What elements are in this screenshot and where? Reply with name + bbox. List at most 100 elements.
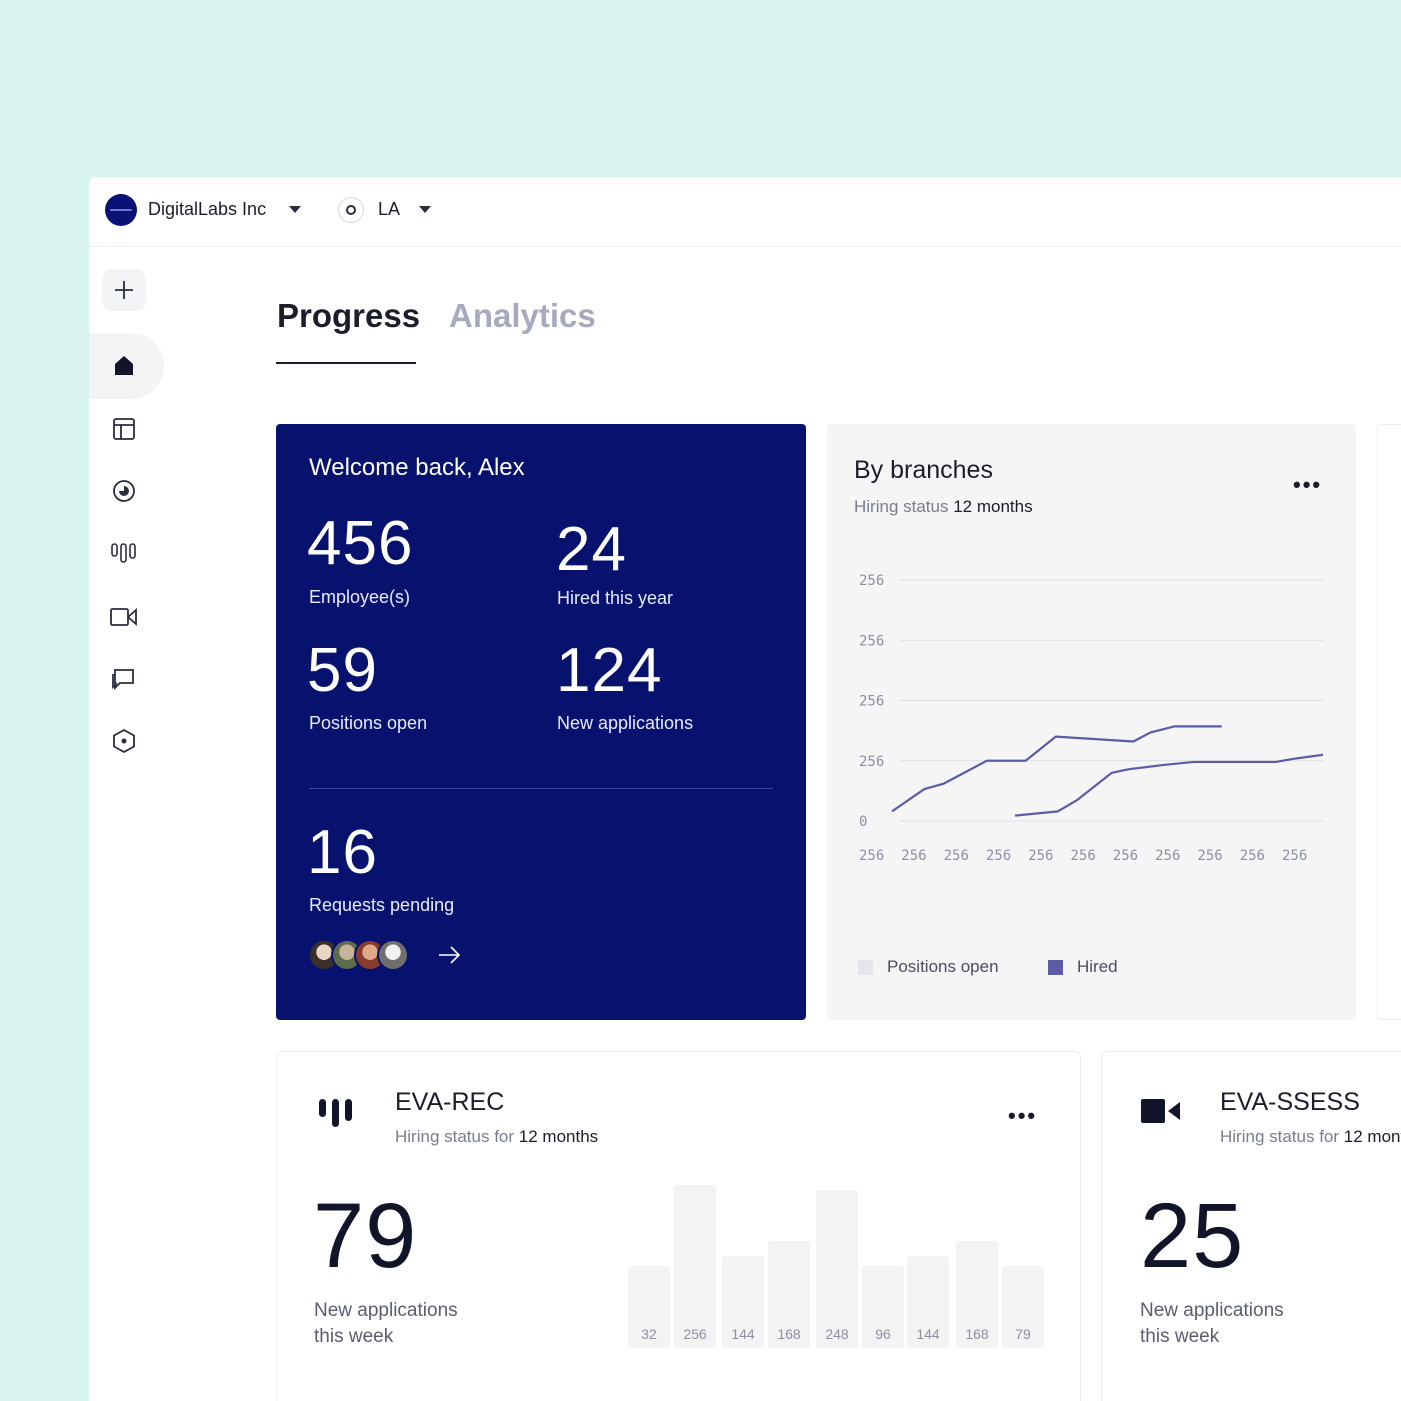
branches-subtitle: Hiring status 12 months [854,497,1033,517]
org-logo[interactable] [105,194,137,226]
active-tab-indicator [276,362,416,364]
bar [628,1266,670,1348]
hired-label: Hired this year [557,588,674,608]
legend-swatch [1048,959,1063,975]
bars-icon[interactable] [109,538,139,568]
eva-sess-value: 25 [1140,1185,1245,1287]
x-tick-label: 256 [1155,848,1180,864]
label-line: New applications [314,1300,458,1321]
bar [674,1185,716,1348]
bar-label: 96 [875,1326,891,1342]
label-line: this week [314,1326,394,1347]
eva-rec-title: EVA-REC [395,1088,505,1116]
bar [768,1241,810,1348]
bar [956,1241,998,1348]
welcome-title: Welcome back, Alex [309,454,525,481]
x-tick-label: 256 [859,848,884,864]
x-tick-label: 256 [1197,848,1222,864]
layout-icon[interactable] [109,414,139,444]
applications-value: 124 [556,636,663,705]
next-card-edge [1377,424,1401,1020]
x-tick-label: 256 [1113,848,1138,864]
eva-sess-title: EVA-SSESS [1220,1088,1360,1116]
bars-icon [319,1099,352,1127]
settings-hex-icon[interactable] [109,726,139,756]
eva-sess-subtitle: Hiring status for 12 months [1220,1127,1401,1147]
location-icon [338,197,364,223]
bar [907,1256,949,1348]
branches-card: By branches Hiring status 12 months ••• … [827,424,1356,1020]
video-icon [1141,1099,1180,1123]
y-tick-label: 256 [859,694,884,710]
x-tick-label: 256 [1071,848,1096,864]
x-tick-label: 256 [1282,848,1307,864]
y-tick-label: 256 [859,633,884,649]
employees-label: Employee(s) [309,587,411,607]
bar-label: 256 [683,1326,707,1342]
top-bar: DigitalLabs Inc LA [89,177,1401,247]
subtitle-prefix: Hiring status for [395,1127,515,1146]
legend-swatch [858,959,873,975]
subtitle-prefix: Hiring status [854,497,949,516]
legend-label: Positions open [887,957,999,976]
y-tick-label: 256 [859,573,884,589]
bar [816,1190,858,1348]
avatar [377,939,409,971]
tab-analytics[interactable]: Analytics [449,297,596,334]
add-button[interactable] [102,269,146,311]
welcome-card: Welcome back, Alex 456 Employee(s) 24 Hi… [276,424,806,1020]
location-dropdown-icon[interactable] [419,206,431,213]
subtitle-prefix: Hiring status for [1220,1127,1340,1146]
x-tick-label: 256 [901,848,926,864]
dashboard-icon[interactable] [109,476,139,506]
x-tick-label: 256 [944,848,969,864]
positions-value: 59 [307,636,378,705]
bar-label: 79 [1015,1326,1031,1342]
bar-label: 32 [641,1326,657,1342]
bar [1002,1266,1044,1348]
positions-label: Positions open [309,713,428,733]
video-icon[interactable] [109,602,139,632]
eva-rec-label: New applications this week [314,1298,514,1350]
branches-title: By branches [854,456,993,484]
y-tick-label: 256 [859,754,884,770]
bar-label: 144 [731,1326,755,1342]
home-icon[interactable] [109,350,139,380]
tab-progress[interactable]: Progress [277,297,421,334]
y-tick-label: 0 [859,814,867,830]
employees-value: 456 [307,509,414,578]
app-window: DigitalLabs Inc LA Progress Analytics We… [89,177,1401,1401]
arrow-right-icon[interactable] [436,943,462,967]
line-chart: 256 256 256 256 0 256 256 256 256 256 256 256 256 256… [859,573,1324,864]
legend-positions-open: Positions open [858,957,999,977]
org-dropdown-icon[interactable] [289,206,301,213]
applications-label: New applications [557,713,694,733]
subtitle-value: 12 months [1343,1127,1401,1146]
eva-sess-card: EVA-SSESS Hiring status for 12 months 25… [1101,1051,1401,1401]
eva-rec-value: 79 [313,1185,418,1287]
pending-label: Requests pending [309,895,455,915]
more-options-button[interactable]: ••• [1008,1103,1038,1128]
bar-label: 168 [777,1326,801,1342]
legend-hired: Hired [1048,957,1118,977]
pending-value: 16 [307,818,378,887]
org-name[interactable]: DigitalLabs Inc [148,199,267,219]
label-line: New applications [1140,1300,1284,1321]
chat-icon[interactable] [109,664,139,694]
hired-value: 24 [556,515,627,584]
x-tick-label: 256 [1240,848,1265,864]
plus-icon [115,281,133,299]
bar-label: 144 [916,1326,940,1342]
subtitle-value: 12 months [518,1127,599,1146]
eva-rec-card: EVA-REC Hiring status for 12 months ••• … [276,1051,1081,1401]
more-options-button[interactable]: ••• [1293,472,1323,497]
bar [862,1266,904,1348]
bar [722,1256,764,1348]
series-line-1 [891,725,1222,813]
eva-sess-label: New applications this week [1140,1298,1340,1350]
location-name[interactable]: LA [378,199,401,219]
bar-label: 248 [825,1326,849,1342]
subtitle-value: 12 months [953,497,1033,516]
x-tick-label: 256 [1028,848,1053,864]
bar-label: 168 [965,1326,989,1342]
